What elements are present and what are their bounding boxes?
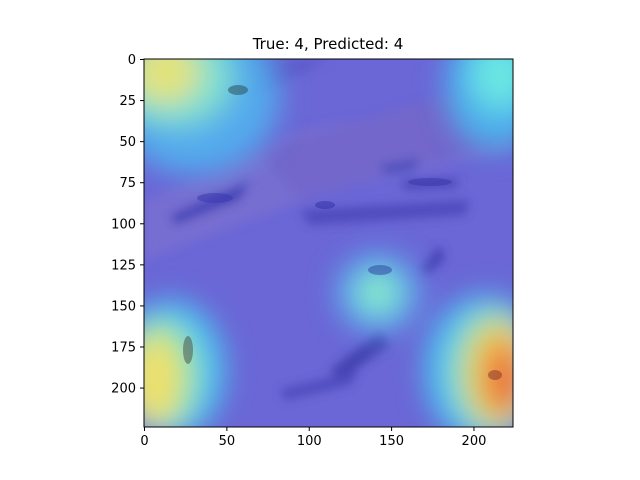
x-axis: 0 50 100 150 200: [140, 427, 486, 449]
y-tick-label: 25: [119, 94, 136, 109]
cell-nuclei: [183, 85, 502, 380]
x-tick-label: 50: [219, 434, 236, 449]
x-tick-label: 0: [140, 434, 148, 449]
y-tick-label: 100: [111, 217, 136, 232]
hotspot-center-core: [356, 271, 400, 315]
y-tick-label: 0: [128, 53, 136, 68]
y-tick-label: 200: [111, 382, 136, 397]
x-tick-label: 150: [379, 434, 404, 449]
y-tick-label: 150: [111, 299, 136, 314]
y-tick-label: 75: [119, 176, 136, 191]
y-axis: 0 25 50 75 100 125 150 175 200: [111, 53, 144, 397]
chart-title: True: 4, Predicted: 4: [252, 35, 404, 53]
hotspot-bottom-left-core: [144, 335, 180, 425]
hotspot-bottom-right-core: [489, 348, 513, 412]
x-tick-label: 200: [462, 434, 487, 449]
y-tick-label: 175: [111, 341, 136, 356]
x-tick-label: 100: [297, 434, 322, 449]
y-tick-label: 125: [111, 258, 136, 273]
plot-frame: [143, 58, 514, 428]
hotspot-top-right-core: [470, 59, 513, 110]
y-tick-label: 50: [119, 135, 136, 150]
attention-overlay: [144, 59, 513, 427]
hotspot-top-left-core: [144, 59, 200, 104]
heatmap-image: [144, 59, 513, 427]
